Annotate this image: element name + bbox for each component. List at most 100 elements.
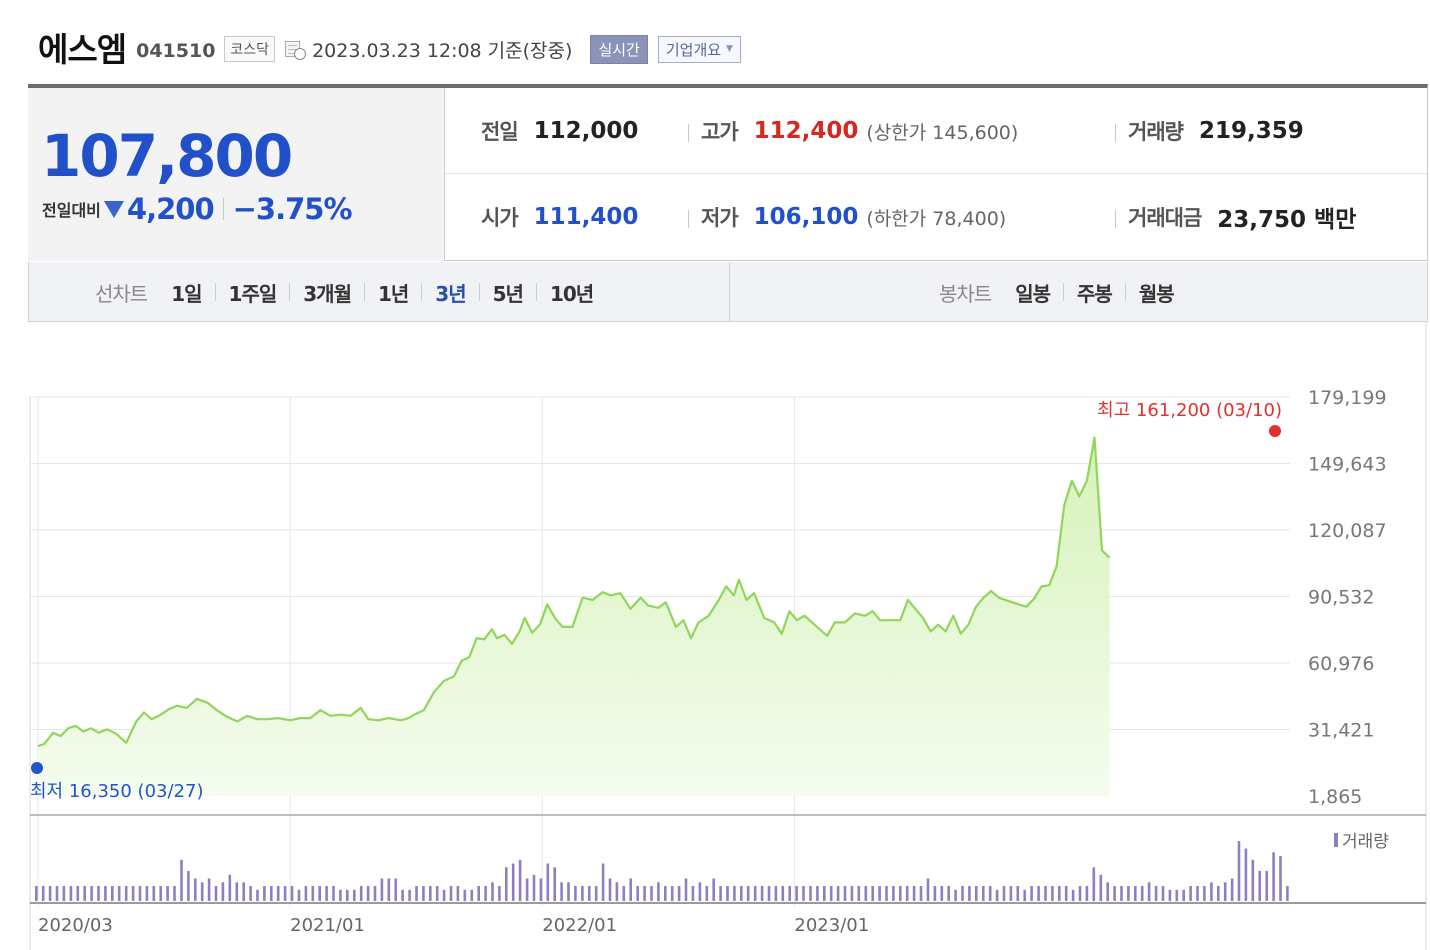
volume-bar	[387, 878, 391, 901]
divider	[363, 283, 365, 301]
volume-bar	[1140, 886, 1144, 901]
volume-bar	[816, 886, 819, 901]
divider	[222, 198, 224, 220]
volume-bar	[1044, 886, 1047, 901]
period-5y[interactable]: 5년	[492, 281, 524, 306]
volume-bar	[677, 886, 681, 901]
volume-bar	[270, 886, 273, 901]
stat-label: 거래량	[1128, 120, 1184, 144]
period-1y[interactable]: 1년	[377, 281, 409, 306]
candle-monthly[interactable]: 월봉	[1138, 281, 1175, 306]
company-overview-button[interactable]: 기업개요 ▼	[657, 35, 741, 63]
volume-bar	[1120, 886, 1123, 901]
stat-label: 시가	[481, 206, 519, 230]
volume-bar	[1064, 886, 1068, 901]
divider	[729, 262, 730, 321]
volume-bar	[746, 886, 750, 901]
volume-bar	[740, 886, 743, 901]
volume-bar	[982, 886, 985, 901]
volume-bar	[546, 863, 550, 901]
volume-bar	[905, 886, 909, 901]
candle-weekly[interactable]: 주봉	[1077, 281, 1113, 306]
volume-bar	[912, 886, 916, 901]
stat-value: 111,400	[533, 204, 639, 230]
volume-bar	[622, 886, 626, 901]
period-3y[interactable]: 3년	[435, 281, 466, 306]
volume-bar	[767, 886, 771, 901]
y-tick-label: 60,976	[1308, 653, 1374, 675]
stat-high: 고가 112,400 (상한가 145,600)	[687, 88, 1018, 174]
volume-bar	[892, 886, 895, 901]
volume-legend-swatch	[1334, 833, 1338, 847]
price-area	[38, 437, 1110, 796]
volume-bar	[401, 889, 404, 902]
volume-bar	[1251, 859, 1255, 902]
calendar-clock-icon	[285, 40, 307, 60]
stat-prev-close: 전일 112,000	[481, 88, 638, 174]
divider	[289, 283, 291, 301]
realtime-button[interactable]: 실시간	[590, 34, 648, 64]
y-tick-label: 1,865	[1308, 786, 1362, 808]
volume-bar	[698, 882, 702, 902]
volume-bar	[207, 878, 211, 901]
volume-bar	[1182, 889, 1185, 902]
volume-bar	[200, 882, 204, 902]
current-price: 107,800	[41, 122, 293, 190]
volume-bar	[588, 886, 591, 901]
volume-bar	[567, 882, 570, 902]
volume-bar	[954, 889, 957, 902]
volume-bar	[1210, 882, 1213, 902]
y-tick-label: 120,087	[1308, 520, 1387, 542]
volume-bar	[712, 878, 715, 901]
volume-bar	[1279, 856, 1282, 901]
x-tick-label: 2023/01	[794, 915, 869, 936]
volume-bar	[823, 886, 826, 901]
volume-bar	[111, 886, 114, 901]
volume-bar	[1272, 852, 1275, 902]
volume-bar	[276, 886, 280, 901]
volume-bar	[394, 878, 397, 901]
stat-value: 106,100	[753, 204, 859, 230]
stats-row: 전일 112,000 고가 112,400 (상한가 145,600) 거래량 …	[445, 88, 1427, 174]
volume-bar	[1002, 886, 1006, 901]
volume-bar	[311, 886, 315, 901]
volume-bar	[643, 886, 646, 901]
volume-bar	[166, 886, 169, 901]
volume-bar	[753, 886, 757, 901]
volume-bar	[802, 886, 805, 901]
volume-bar	[1230, 878, 1234, 901]
volume-bar	[843, 886, 847, 901]
volume-bar	[484, 886, 487, 901]
stat-label: 고가	[701, 120, 739, 144]
volume-bar	[899, 886, 902, 901]
period-10y[interactable]: 10년	[549, 281, 594, 306]
volume-bar	[380, 878, 384, 901]
volume-bar	[339, 889, 342, 902]
volume-bar	[670, 886, 674, 901]
volume-bar	[249, 886, 252, 901]
period-1d[interactable]: 1일	[171, 281, 202, 306]
volume-bar	[1051, 886, 1054, 901]
volume-bar	[1286, 886, 1289, 901]
volume-bar	[1223, 882, 1227, 902]
candle-chart-options: 봉차트 일봉 주봉 월봉	[939, 262, 1175, 322]
volume-bar	[878, 886, 881, 901]
volume-bar	[1196, 886, 1199, 901]
volume-bar	[256, 889, 259, 902]
volume-bar	[774, 886, 778, 901]
volume-bar	[408, 889, 411, 902]
divider	[535, 283, 537, 301]
candle-daily[interactable]: 일봉	[1015, 281, 1051, 306]
period-1w[interactable]: 1주일	[228, 281, 278, 306]
lower-limit: (하한가 78,400)	[866, 207, 1007, 230]
volume-bar	[76, 886, 80, 901]
period-3m[interactable]: 3개월	[303, 281, 352, 306]
volume-bar	[235, 882, 239, 902]
volume-bar	[1175, 889, 1179, 902]
volume-bar	[864, 886, 868, 901]
stat-value: 23,750 백만	[1217, 207, 1357, 233]
company-overview-label: 기업개요	[665, 40, 722, 59]
volume-bar	[359, 886, 363, 901]
x-tick-label: 2022/01	[542, 915, 617, 936]
volume-bar	[926, 878, 930, 901]
